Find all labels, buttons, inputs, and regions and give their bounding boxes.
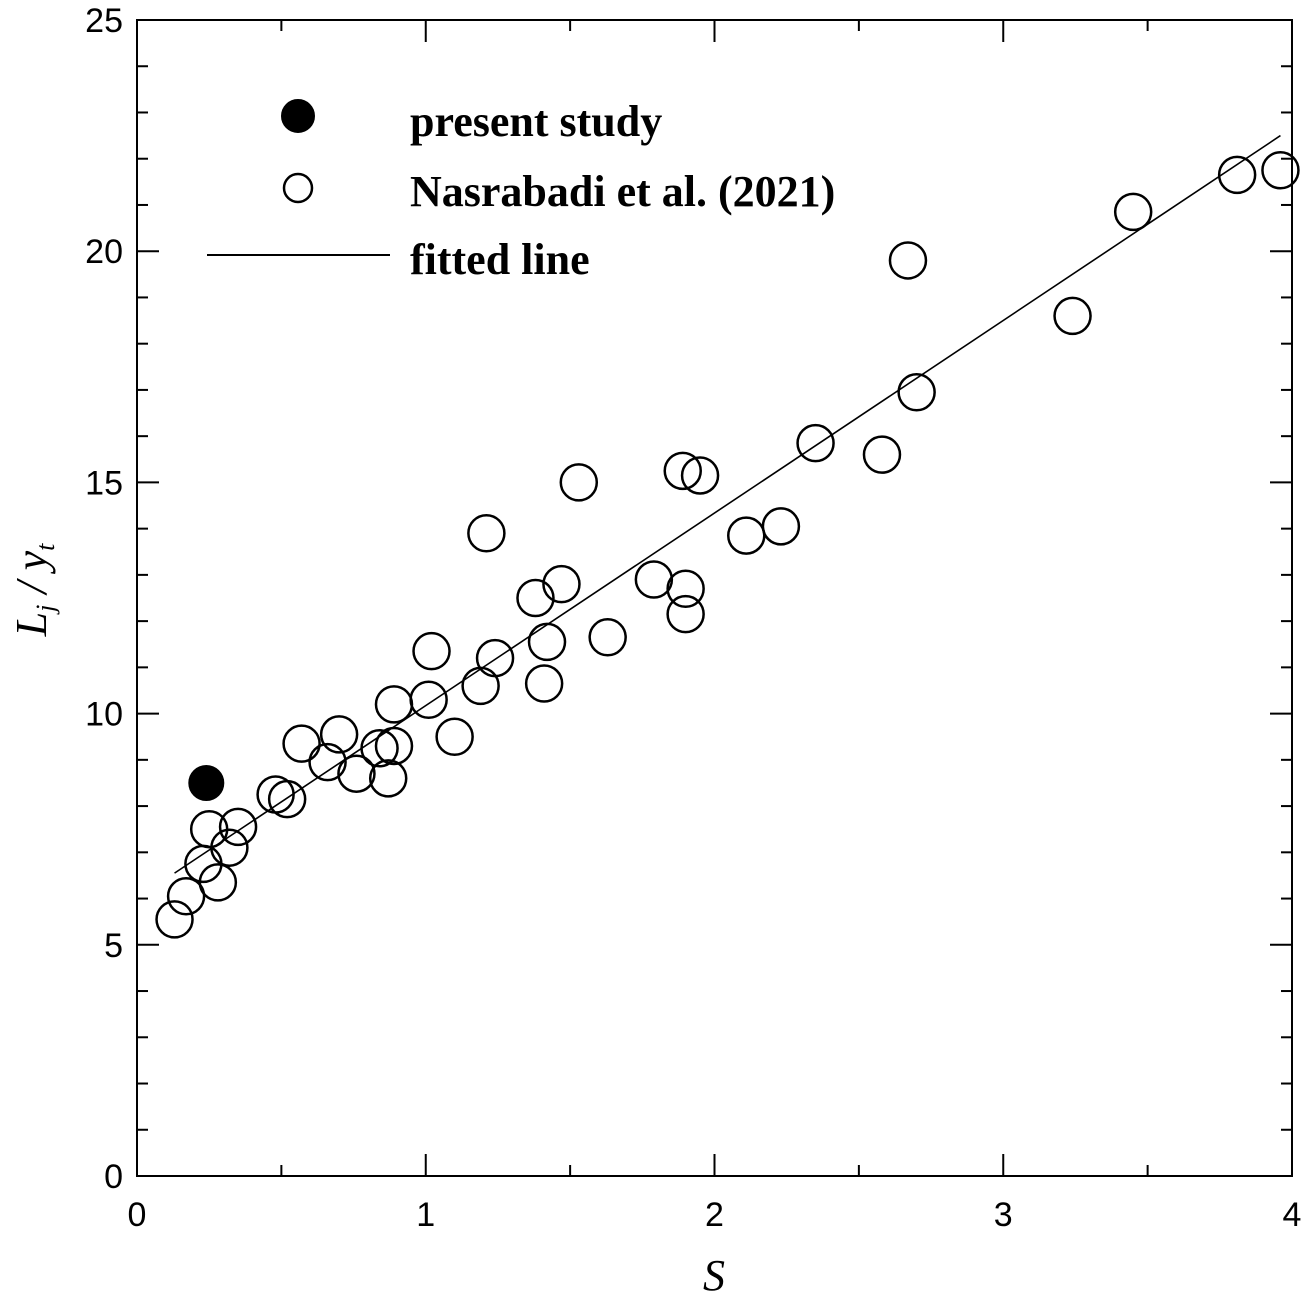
nasrabadi-point — [198, 863, 238, 902]
nasrabadi-point — [374, 685, 414, 724]
nasrabadi-point — [308, 742, 347, 782]
nasrabadi-point — [796, 423, 835, 463]
nasrabadi-point — [666, 569, 705, 609]
data-points — [155, 151, 1300, 939]
nasrabadi-point — [516, 578, 555, 618]
nasrabadi-point — [524, 664, 564, 703]
legend-label-nasrabadi: Nasrabadi et al. (2021) — [410, 167, 835, 216]
nasrabadi-point — [1113, 192, 1153, 232]
fitted-line — [174, 134, 1281, 874]
nasrabadi-point — [559, 463, 599, 502]
nasrabadi-point — [1217, 155, 1257, 195]
nasrabadi-point — [435, 717, 474, 756]
nasrabadi-point — [634, 560, 674, 599]
axis-ticks — [136, 19, 1293, 1177]
legend-marker-present-study — [281, 99, 315, 133]
fitted-line-layer — [174, 134, 1281, 874]
x-tick-label: 2 — [705, 1196, 724, 1234]
legend-marker-nasrabadi — [282, 172, 314, 204]
nasrabadi-point — [412, 631, 451, 671]
nasrabadi-point — [210, 828, 249, 867]
nasrabadi-point — [467, 514, 506, 553]
y-tick-label: 15 — [85, 464, 123, 502]
nasrabadi-point — [218, 807, 258, 847]
nasrabadi-point — [527, 622, 567, 662]
legend-label-present-study: present study — [410, 97, 662, 146]
nasrabadi-point — [666, 594, 705, 634]
nasrabadi-point — [897, 372, 936, 412]
nasrabadi-point — [1261, 151, 1300, 190]
x-tick-label: 4 — [1283, 1196, 1302, 1234]
nasrabadi-point — [761, 507, 801, 546]
nasrabadi-point — [368, 759, 408, 798]
nasrabadi-point — [542, 564, 581, 604]
present-study-point — [188, 764, 225, 801]
y-axis-title-denom-sub: t — [31, 543, 60, 551]
x-axis-title: S — [703, 1251, 725, 1300]
nasrabadi-point — [862, 435, 902, 474]
nasrabadi-point — [337, 754, 376, 793]
x-tick-label: 0 — [128, 1196, 147, 1234]
nasrabadi-point — [409, 680, 448, 719]
nasrabadi-point — [166, 876, 206, 916]
nasrabadi-point — [727, 516, 766, 555]
nasrabadi-point — [888, 241, 928, 280]
y-tick-label: 25 — [85, 2, 123, 40]
y-axis-title-denom: y — [7, 550, 56, 574]
nasrabadi-point — [267, 779, 307, 819]
y-tick-label: 20 — [85, 233, 123, 271]
legend: present study Nasrabadi et al. (2021) fi… — [207, 97, 835, 284]
x-tick-label: 1 — [416, 1196, 435, 1234]
y-axis-title-main: L — [7, 612, 56, 637]
x-tick-label: 3 — [994, 1196, 1013, 1234]
nasrabadi-point — [680, 456, 720, 495]
nasrabadi-point — [319, 715, 359, 754]
nasrabadi-point — [282, 724, 321, 763]
legend-label-fitted-line: fitted line — [410, 235, 590, 284]
nasrabadi-point — [360, 729, 399, 768]
nasrabadi-point — [155, 900, 194, 939]
y-axis-title-main-sub: j — [31, 605, 60, 615]
nasrabadi-point — [1053, 296, 1092, 336]
nasrabadi-point — [663, 451, 702, 491]
tick-labels: 0 1 2 3 4 0 5 10 15 20 25 — [85, 2, 1301, 1234]
nasrabadi-point — [374, 726, 414, 766]
y-axis-title-separator: / — [7, 570, 56, 604]
nasrabadi-point — [475, 638, 515, 678]
y-tick-label: 10 — [85, 696, 123, 734]
nasrabadi-point — [588, 618, 627, 657]
y-tick-label: 5 — [104, 927, 123, 965]
y-axis-title: Lj / yt — [7, 543, 60, 637]
y-tick-label: 0 — [104, 1158, 123, 1196]
nasrabadi-point — [461, 666, 500, 706]
nasrabadi-point — [189, 809, 229, 849]
